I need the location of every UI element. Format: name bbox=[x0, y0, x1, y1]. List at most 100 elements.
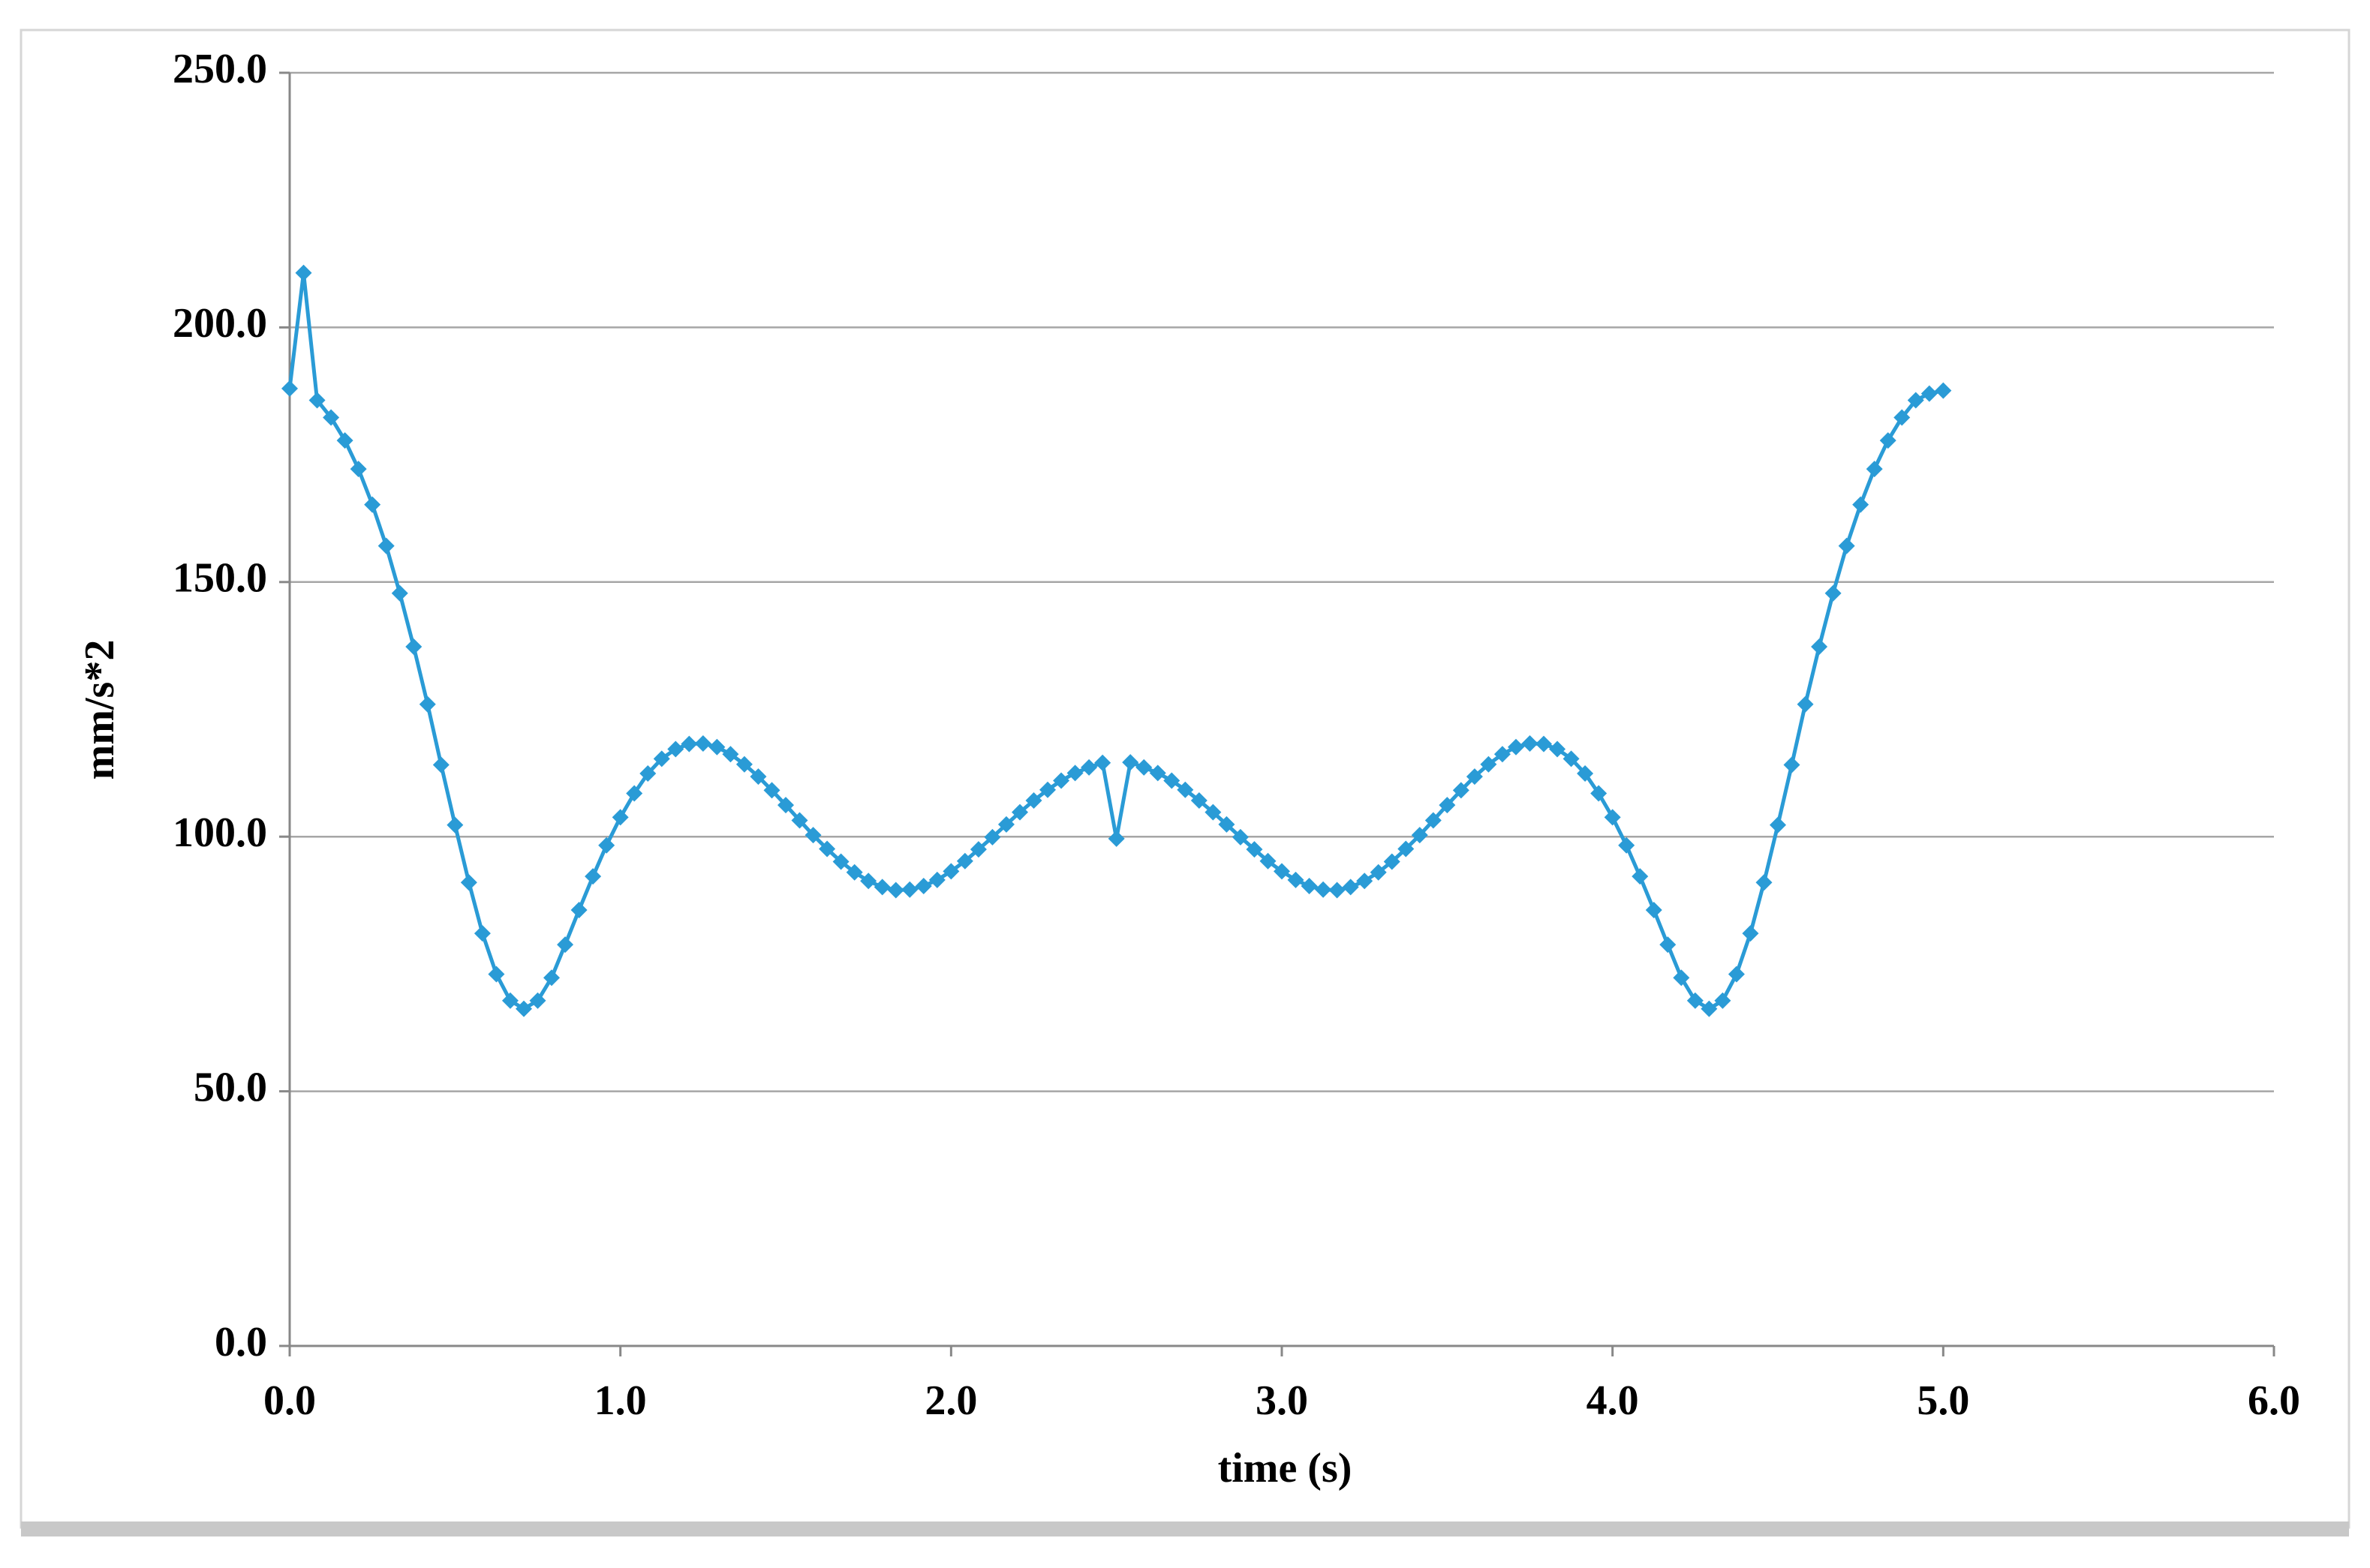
data-point bbox=[1645, 901, 1662, 918]
data-point bbox=[1811, 638, 1828, 656]
data-point bbox=[501, 992, 519, 1009]
data-point bbox=[1011, 804, 1028, 821]
data-point bbox=[887, 882, 904, 899]
data-point bbox=[1424, 812, 1442, 829]
data-point bbox=[1824, 584, 1842, 602]
data-point bbox=[460, 874, 477, 891]
data-point bbox=[1838, 537, 1855, 554]
data-point bbox=[1686, 992, 1704, 1009]
data-point bbox=[1879, 432, 1896, 449]
data-point bbox=[323, 409, 340, 426]
data-point bbox=[860, 873, 877, 890]
data-point bbox=[805, 827, 822, 844]
data-point bbox=[447, 816, 464, 834]
data-point bbox=[874, 879, 891, 896]
data-point bbox=[377, 537, 395, 554]
data-point bbox=[488, 966, 505, 983]
data-point bbox=[1935, 382, 1952, 399]
data-point bbox=[1590, 785, 1608, 802]
data-point bbox=[543, 969, 561, 987]
data-point bbox=[432, 756, 450, 773]
data-point bbox=[1246, 841, 1263, 858]
data-point bbox=[474, 925, 491, 942]
data-point bbox=[1466, 768, 1483, 786]
data-point bbox=[819, 840, 836, 858]
data-point bbox=[1053, 772, 1070, 789]
data-point bbox=[1342, 879, 1359, 896]
data-point bbox=[1770, 816, 1786, 834]
data-point bbox=[1108, 830, 1125, 847]
data-point bbox=[1094, 754, 1111, 771]
data-point bbox=[1577, 765, 1594, 782]
data-point bbox=[1742, 925, 1759, 942]
data-point bbox=[1190, 792, 1208, 810]
data-point bbox=[1604, 809, 1621, 826]
data-point bbox=[1907, 392, 1924, 409]
data-point bbox=[1755, 874, 1773, 891]
series-line bbox=[287, 271, 1944, 1011]
y-tick-label: 0.0 bbox=[215, 1319, 267, 1365]
data-point bbox=[1232, 828, 1249, 846]
data-point bbox=[777, 797, 794, 814]
y-tick-label: 50.0 bbox=[194, 1064, 267, 1110]
data-point bbox=[405, 638, 423, 656]
data-point bbox=[943, 863, 960, 880]
data-point bbox=[308, 392, 326, 409]
data-point bbox=[1135, 758, 1153, 776]
data-point bbox=[1411, 827, 1428, 844]
data-point bbox=[750, 768, 767, 786]
data-point bbox=[1493, 746, 1511, 763]
data-point bbox=[557, 936, 574, 954]
data-point bbox=[832, 853, 850, 870]
data-point bbox=[598, 837, 615, 854]
data-point bbox=[1618, 837, 1635, 854]
data-point bbox=[1177, 781, 1194, 798]
data-point bbox=[419, 695, 436, 713]
y-tick-label: 150.0 bbox=[173, 555, 267, 602]
data-point bbox=[1383, 853, 1400, 870]
x-tick-label: 1.0 bbox=[594, 1377, 647, 1424]
data-point bbox=[350, 461, 367, 478]
data-point bbox=[1218, 816, 1235, 833]
data-point bbox=[364, 496, 381, 513]
x-tick-label: 3.0 bbox=[1256, 1377, 1308, 1424]
data-point bbox=[1507, 738, 1524, 755]
x-tick-label: 6.0 bbox=[2248, 1377, 2300, 1424]
data-point bbox=[1356, 873, 1373, 890]
data-point bbox=[1701, 1000, 1718, 1017]
data-point bbox=[1025, 792, 1042, 810]
data-point bbox=[529, 992, 546, 1009]
data-point bbox=[970, 841, 987, 858]
data-point bbox=[1521, 734, 1538, 752]
y-tick-label: 250.0 bbox=[173, 46, 267, 92]
data-point bbox=[1893, 409, 1911, 426]
data-point bbox=[928, 871, 946, 888]
data-point bbox=[1480, 755, 1497, 773]
data-point bbox=[391, 584, 408, 602]
data-point bbox=[791, 812, 808, 829]
data-point bbox=[1535, 735, 1553, 752]
data-point bbox=[1205, 804, 1222, 821]
data-point bbox=[1066, 764, 1084, 782]
data-point bbox=[1866, 461, 1883, 478]
chart-frame bbox=[20, 29, 2350, 1529]
data-point bbox=[1081, 758, 1098, 776]
data-point bbox=[708, 738, 726, 755]
y-tick-label: 100.0 bbox=[173, 810, 267, 856]
data-point bbox=[722, 746, 739, 763]
data-point bbox=[1259, 852, 1277, 870]
data-point bbox=[694, 734, 711, 752]
data-point bbox=[956, 852, 973, 870]
data-point bbox=[1783, 756, 1800, 773]
data-point bbox=[281, 380, 298, 397]
data-point bbox=[735, 755, 753, 773]
data-point bbox=[997, 816, 1015, 833]
data-point bbox=[515, 1000, 532, 1017]
data-point bbox=[1301, 878, 1318, 895]
data-point bbox=[1452, 782, 1469, 799]
data-point bbox=[1728, 966, 1745, 983]
data-point bbox=[295, 264, 312, 281]
data-point bbox=[626, 785, 643, 802]
x-tick-label: 4.0 bbox=[1587, 1377, 1639, 1424]
